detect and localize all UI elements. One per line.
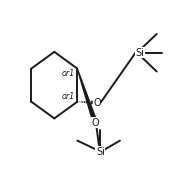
- Text: O: O: [91, 118, 99, 128]
- Text: or1: or1: [61, 69, 74, 78]
- Text: Si: Si: [96, 147, 105, 157]
- Polygon shape: [77, 68, 97, 123]
- Text: O: O: [93, 98, 101, 108]
- Text: or1: or1: [61, 92, 74, 101]
- Text: Si: Si: [135, 48, 144, 58]
